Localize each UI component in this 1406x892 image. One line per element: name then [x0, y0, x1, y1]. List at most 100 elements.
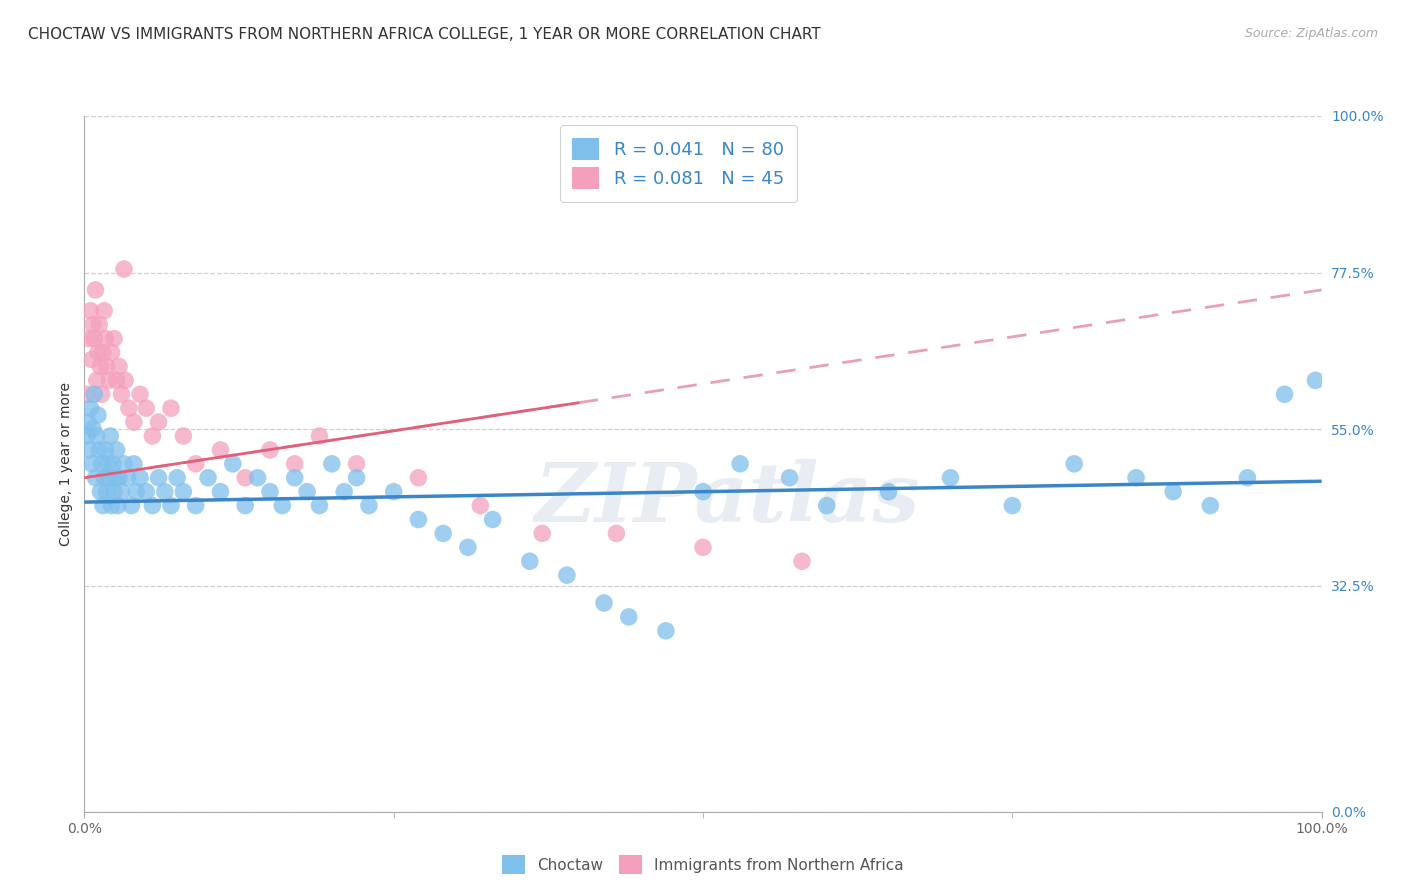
Point — [1305, 373, 1327, 387]
Point — [122, 415, 145, 429]
Point — [655, 624, 678, 638]
Point — [308, 429, 330, 443]
Point — [160, 401, 183, 416]
Point — [91, 345, 114, 359]
Point — [112, 262, 135, 277]
Point — [98, 471, 121, 485]
Point — [80, 352, 103, 367]
Point — [114, 373, 136, 387]
Point — [333, 484, 356, 499]
Point — [86, 373, 108, 387]
Point — [346, 471, 368, 485]
Point — [939, 471, 962, 485]
Point — [284, 471, 307, 485]
Text: Source: ZipAtlas.com: Source: ZipAtlas.com — [1244, 27, 1378, 40]
Point — [692, 484, 714, 499]
Point — [79, 401, 101, 416]
Legend: R = 0.041   N = 80, R = 0.081   N = 45: R = 0.041 N = 80, R = 0.081 N = 45 — [560, 125, 797, 202]
Point — [1063, 457, 1085, 471]
Point — [79, 303, 101, 318]
Point — [321, 457, 343, 471]
Point — [96, 359, 118, 374]
Point — [481, 512, 503, 526]
Point — [408, 471, 430, 485]
Point — [87, 408, 110, 422]
Point — [82, 318, 104, 332]
Point — [259, 442, 281, 457]
Point — [93, 303, 115, 318]
Point — [104, 471, 127, 485]
Point — [105, 442, 128, 457]
Point — [79, 442, 101, 457]
Point — [141, 429, 163, 443]
Point — [97, 457, 120, 471]
Point — [470, 499, 492, 513]
Point — [91, 499, 114, 513]
Point — [160, 499, 183, 513]
Point — [98, 429, 121, 443]
Point — [83, 387, 105, 401]
Point — [815, 499, 838, 513]
Point — [153, 484, 176, 499]
Point — [295, 484, 318, 499]
Point — [122, 457, 145, 471]
Y-axis label: College, 1 year or more: College, 1 year or more — [59, 382, 73, 546]
Point — [94, 442, 117, 457]
Point — [233, 471, 256, 485]
Point — [100, 499, 122, 513]
Point — [107, 499, 129, 513]
Point — [135, 484, 157, 499]
Point — [108, 471, 131, 485]
Point — [1236, 471, 1258, 485]
Point — [148, 471, 170, 485]
Point — [87, 345, 110, 359]
Point — [877, 484, 900, 499]
Point — [222, 457, 245, 471]
Point — [110, 387, 132, 401]
Point — [76, 387, 98, 401]
Point — [593, 596, 616, 610]
Point — [84, 471, 107, 485]
Point — [117, 471, 139, 485]
Point — [83, 332, 105, 346]
Point — [90, 457, 112, 471]
Point — [94, 332, 117, 346]
Point — [1199, 499, 1222, 513]
Point — [105, 373, 128, 387]
Point — [308, 499, 330, 513]
Point — [346, 457, 368, 471]
Point — [172, 429, 194, 443]
Point — [531, 526, 554, 541]
Point — [259, 484, 281, 499]
Point — [357, 499, 380, 513]
Point — [166, 471, 188, 485]
Point — [1125, 471, 1147, 485]
Point — [790, 554, 813, 568]
Point — [98, 373, 121, 387]
Point — [135, 401, 157, 416]
Point — [382, 484, 405, 499]
Point — [129, 387, 152, 401]
Point — [96, 484, 118, 499]
Point — [617, 610, 640, 624]
Text: ZIPatlas: ZIPatlas — [536, 458, 921, 539]
Point — [184, 499, 207, 513]
Point — [82, 422, 104, 436]
Point — [148, 415, 170, 429]
Point — [728, 457, 751, 471]
Point — [457, 541, 479, 555]
Point — [89, 484, 111, 499]
Point — [86, 429, 108, 443]
Point — [118, 401, 141, 416]
Point — [233, 499, 256, 513]
Point — [89, 359, 111, 374]
Point — [519, 554, 541, 568]
Point — [93, 471, 115, 485]
Point — [76, 429, 98, 443]
Point — [1274, 387, 1296, 401]
Point — [80, 457, 103, 471]
Point — [103, 484, 125, 499]
Point — [79, 332, 101, 346]
Legend: Choctaw, Immigrants from Northern Africa: Choctaw, Immigrants from Northern Africa — [496, 849, 910, 880]
Point — [197, 471, 219, 485]
